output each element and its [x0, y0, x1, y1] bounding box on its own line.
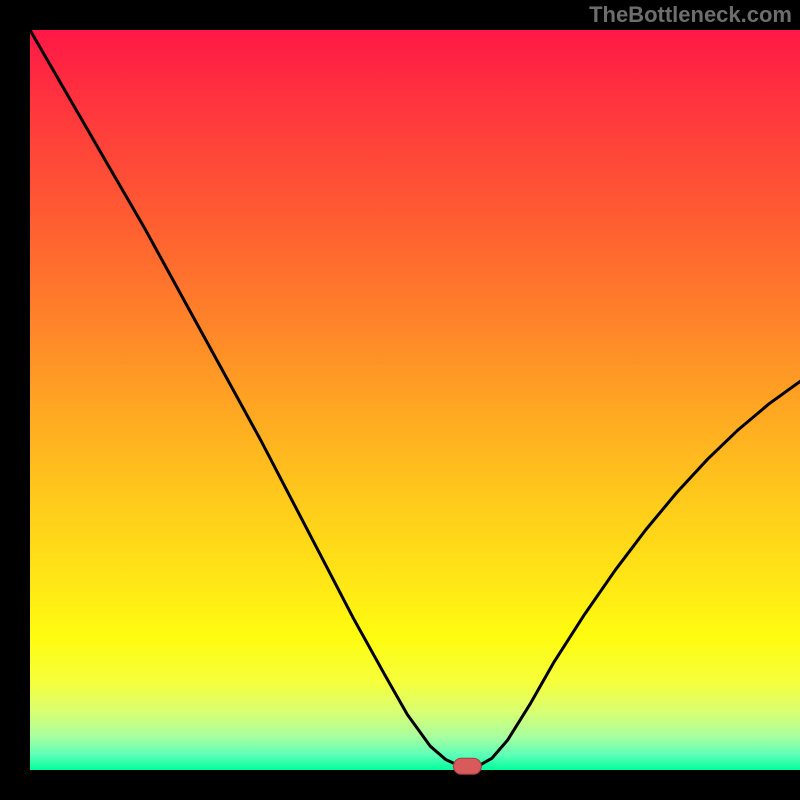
- chart-frame: TheBottleneck.com: [0, 0, 800, 800]
- bottleneck-chart: [0, 0, 800, 800]
- optimal-marker: [453, 758, 481, 774]
- plot-background: [30, 30, 800, 770]
